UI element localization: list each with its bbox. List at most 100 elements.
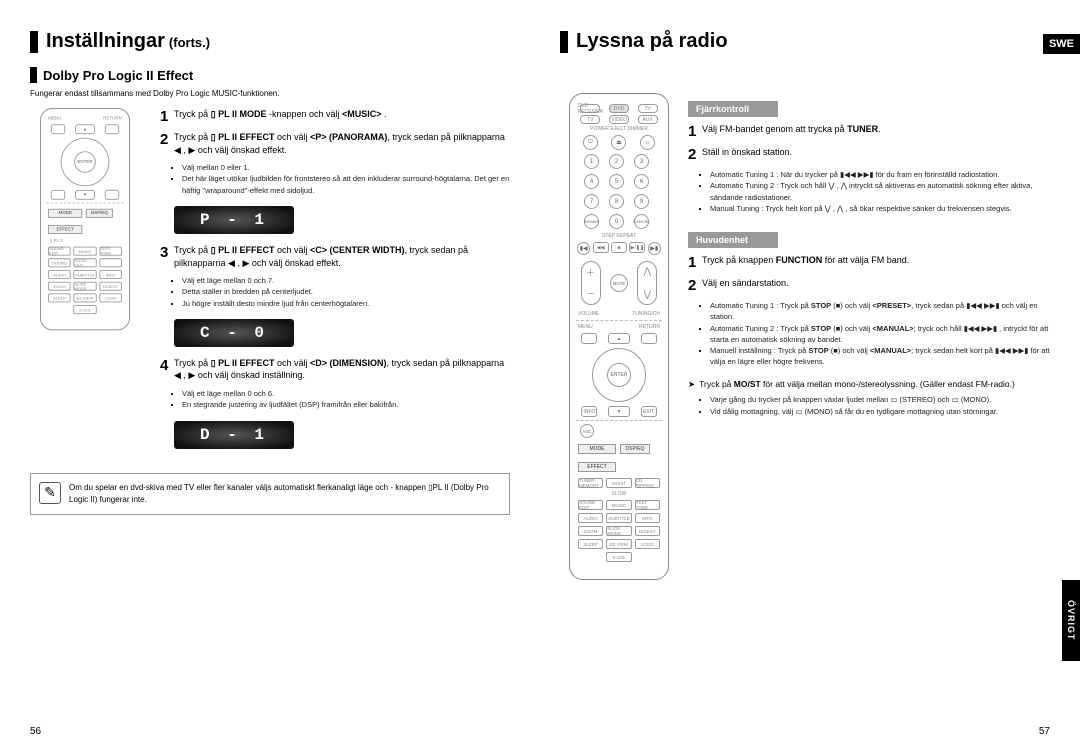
left-title: Inställningar (forts.): [30, 30, 510, 53]
page-number-left: 56: [30, 726, 41, 737]
cancel-button: CANCEL: [634, 214, 649, 229]
step-4-bullets: Välj ett läge mellan 0 och 6. En stegran…: [174, 388, 510, 411]
src-btn: AUX: [638, 115, 658, 124]
remote-bullets: Automatic Tuning 1 : När du trycker på ▮…: [702, 169, 1050, 214]
num-button: 6: [634, 174, 649, 189]
src-btn: TV: [638, 104, 658, 113]
src-btn: VIDEO: [609, 115, 629, 124]
fn-btn: EZ VIEW: [74, 293, 97, 302]
tune-down-icon: ⋁: [644, 289, 651, 300]
step-4-text: Tryck på ▯ PL II EFFECT och välj <D> (DI…: [174, 357, 510, 382]
exit-button: EXIT: [641, 406, 657, 417]
fn-btn: AUDIO: [48, 270, 71, 279]
bullet: Det här läget utökar ljudbilden för fron…: [182, 173, 510, 196]
r-step-1: Välj FM-bandet genom att trycka på TUNER…: [702, 123, 881, 136]
m-step-1: Tryck på knappen FUNCTION för att välja …: [702, 254, 909, 267]
fn-btn: ZOOM: [48, 282, 71, 291]
note-box: ✎ Om du spelar en dvd-skiva med TV eller…: [30, 473, 510, 515]
vol-up-icon: ＋: [586, 266, 595, 279]
section-bar-icon: [30, 67, 37, 83]
step-number: 4: [160, 357, 174, 374]
fn-btn: ZOOM OUT: [74, 258, 97, 267]
menu-label: MENU: [48, 116, 61, 121]
tip-bullets: Varje gång du trycker på knappen växlar …: [702, 394, 1050, 417]
page-left: Inställningar (forts.) Dolby Pro Logic I…: [0, 0, 540, 753]
bullet: Manuell inställning : Tryck på STOP (■) …: [710, 345, 1050, 368]
vol-down-icon: －: [586, 287, 595, 300]
m-step-2: Välj en sändarstation.: [702, 277, 789, 290]
power-button: ⏻: [583, 135, 598, 150]
mainunit-subheading: Huvudenhet: [688, 232, 778, 248]
return-button: [104, 124, 118, 134]
fn-btn: SUBTITLE: [606, 513, 631, 523]
bullet: Välj ett läge mellan 0 och 7.: [182, 275, 510, 286]
section-heading: Dolby Pro Logic II Effect: [30, 67, 510, 83]
step-number: 2: [160, 131, 174, 148]
volume-label: VOLUME: [578, 311, 599, 317]
eject-button: ⏏: [611, 135, 626, 150]
language-badge: SWE: [1043, 34, 1080, 54]
fn-btn: INFO: [635, 513, 660, 523]
nav-wheel: ENTER: [61, 138, 110, 187]
dimmer-button: ☼: [640, 135, 655, 150]
step-number: 1: [688, 254, 702, 271]
skip-back-button: ▮◀: [577, 242, 590, 255]
exit-button: [104, 190, 118, 200]
num-button: 0: [609, 214, 624, 229]
r-step-2: Ställ in önskad station.: [702, 146, 792, 159]
src-btn: TV: [580, 115, 600, 124]
fn-btn: MUSIC: [606, 500, 631, 510]
pl2-mode-button: MODE: [48, 209, 82, 218]
bullet: Automatic Tuning 2 : Tryck på STOP (■) o…: [710, 323, 1050, 346]
menu-button: [581, 333, 597, 344]
pl2-effect-button: EFFECT: [578, 462, 616, 472]
fn-btn: DIGEST: [635, 526, 660, 536]
step-3-bullets: Välj ett läge mellan 0 och 7. Detta stäl…: [174, 275, 510, 309]
fn-btn: SLIDE MODE: [74, 282, 97, 291]
step-2-text: Tryck på ▯ PL II EFFECT och välj <P> (PA…: [174, 131, 510, 156]
mainunit-bullets: Automatic Tuning 1 : Tryck på STOP (■) o…: [702, 300, 1050, 368]
step-3-text: Tryck på ▯ PL II EFFECT och välj <C> (CE…: [174, 244, 510, 269]
menu-button: [51, 124, 65, 134]
fn-btn: AUDIO: [578, 513, 603, 523]
stop-button: ■: [611, 242, 627, 253]
num-button: 2: [609, 154, 624, 169]
step-number: 1: [688, 123, 702, 140]
fn-btn: SLEEP: [578, 539, 603, 549]
step-2-bullets: Välj mellan 0 eller 1. Det här läget utö…: [174, 162, 510, 196]
bullet: Välj ett läge mellan 0 och 6.: [182, 388, 510, 399]
page-number-right: 57: [1039, 726, 1050, 737]
step-number: 1: [160, 108, 174, 125]
nav-wheel: ENTER: [592, 348, 646, 402]
remote-illustration-left: MENURETURN ▲ ENTER ▼ MODE DSP/EQ EFFECT …: [30, 108, 150, 459]
fn-btn: SUBTITLE: [74, 270, 97, 279]
tuning-rocker: ⋀⋁: [637, 261, 657, 305]
bullet: Ju högre inställt desto mindre ljud från…: [182, 298, 510, 309]
fn-btn: SOUND EDIT: [578, 500, 603, 510]
step-number: 3: [160, 244, 174, 261]
remain-button: REMAIN: [584, 214, 599, 229]
tip-text: Tryck på MO/ST för att välja mellan mono…: [699, 378, 1015, 391]
enter-button: ENTER: [74, 151, 96, 173]
bullet: Manual Tuning : Tryck helt kort på ⋁ , ⋀…: [710, 203, 1050, 214]
tune-up-icon: ⋀: [644, 266, 651, 277]
fn-btn: S.VOL: [606, 552, 632, 562]
section-text: Dolby Pro Logic II Effect: [43, 68, 193, 83]
fn-btn: MUSIC: [74, 247, 97, 256]
title-block-icon: [30, 31, 38, 53]
fn-btn: SLEEP: [48, 293, 71, 302]
src-btn: DVD: [609, 104, 629, 113]
fn-btn: TEST TONE: [99, 247, 122, 256]
fn-btn: SOUND EDIT: [48, 247, 71, 256]
fn-btn: S.VOL: [73, 305, 96, 314]
asc-button: ASC: [580, 424, 594, 438]
bullet: Detta ställer in bredden på centerljudet…: [182, 286, 510, 297]
num-button: 7: [584, 194, 599, 209]
pl2-effect-button: EFFECT: [48, 225, 82, 234]
info-button: INFO: [581, 406, 597, 417]
bullet: Automatic Tuning 1 : När du trycker på ▮…: [710, 169, 1050, 180]
tuning-label: TUNING/CH: [632, 311, 660, 317]
right-text-column: Fjärrkontroll 1Välj FM-bandet genom att …: [678, 93, 1080, 580]
up-button: ▲: [608, 333, 630, 344]
down-button: ▼: [75, 190, 95, 200]
